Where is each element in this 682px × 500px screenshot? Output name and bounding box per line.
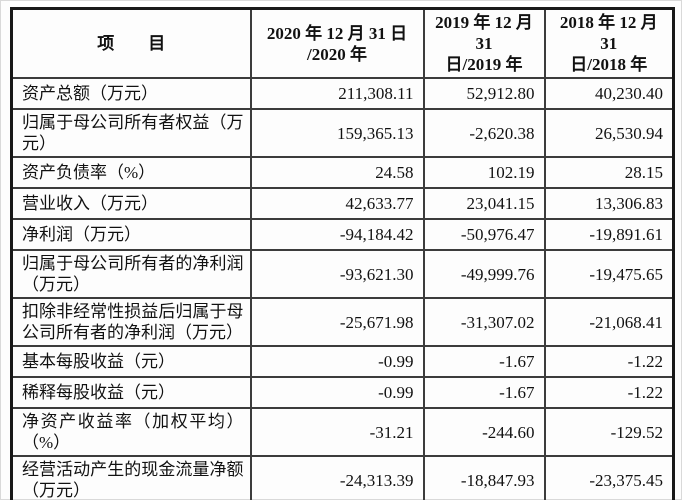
header-line-1: 2018 年 12 月 31 [559,13,658,53]
value-2020: -0.99 [249,345,425,378]
value-2019: -31,307.02 [422,297,546,347]
value-2019: -49,999.76 [422,249,546,299]
table-row-roe: 净资产收益率（加权平均）（%） -31.21 -244.60 -129.52 [10,407,675,457]
value-2019: 102.19 [422,156,546,189]
header-line-1: 2020 年 12 月 31 日 [266,23,408,43]
value-2018: -1.22 [543,345,675,378]
table-row-parent-net-profit: 归属于母公司所有者的净利润（万元） -93,621.30 -49,999.76 … [10,249,675,299]
value-2020: -25,671.98 [249,297,425,347]
value-2020: -0.99 [249,376,425,409]
table-row-diluted-eps: 稀释每股收益（元） -0.99 -1.67 -1.22 [10,376,675,409]
table-row-debt-ratio: 资产负债率（%） 24.58 102.19 28.15 [10,156,675,189]
value-2020: -93,621.30 [249,249,425,299]
value-2020: 24.58 [249,156,425,189]
row-label: 基本每股收益（元） [10,345,252,378]
value-2020: 42,633.77 [249,187,425,220]
value-2020: -94,184.42 [249,218,425,251]
value-2020: 211,308.11 [249,77,425,110]
value-2020: 159,365.13 [249,108,425,158]
value-2019: 52,912.80 [422,77,546,110]
row-label: 资产负债率（%） [10,156,252,189]
table-row-parent-equity: 归属于母公司所有者权益（万元） 159,365.13 -2,620.38 26,… [10,108,675,158]
header-row: 项 目 2020 年 12 月 31 日 /2020 年 2019 年 12 月… [10,7,675,79]
header-line-2: 日/2018 年 [570,55,648,74]
value-2020: -31.21 [249,407,425,457]
row-label: 归属于母公司所有者的净利润（万元） [10,249,252,299]
value-2019: -1.67 [422,345,546,378]
value-2018: -129.52 [543,407,675,457]
header-line-1: 2019 年 12 月 31 [435,13,533,53]
financial-indicators-table: 项 目 2020 年 12 月 31 日 /2020 年 2019 年 12 月… [10,7,675,500]
value-2018: 28.15 [543,156,675,189]
table-row-operating-cash-flow: 经营活动产生的现金流量净额（万元） -24,313.39 -18,847.93 … [10,455,675,500]
table-row-net-profit: 净利润（万元） -94,184.42 -50,976.47 -19,891.61 [10,218,675,251]
value-2019: -18,847.93 [422,455,546,500]
header-line-2: /2020 年 [307,44,367,64]
row-label: 经营活动产生的现金流量净额（万元） [10,455,252,500]
value-2018: 26,530.94 [543,108,675,158]
header-column-2018: 2018 年 12 月 31 日/2018 年 [543,7,675,79]
value-2020: -24,313.39 [249,455,425,500]
header-column-2019: 2019 年 12 月 31 日/2019 年 [422,7,546,79]
value-2018: 13,306.83 [543,187,675,220]
value-2018: -19,475.65 [543,249,675,299]
value-2019: 23,041.15 [422,187,546,220]
row-label: 营业收入（万元） [10,187,252,220]
header-item-column: 项 目 [10,7,252,79]
table-row-total-assets: 资产总额（万元） 211,308.11 52,912.80 40,230.40 [10,77,675,110]
row-label: 归属于母公司所有者权益（万元） [10,108,252,158]
value-2019: -50,976.47 [422,218,546,251]
header-column-2020: 2020 年 12 月 31 日 /2020 年 [249,7,425,79]
row-label: 净资产收益率（加权平均）（%） [10,407,252,457]
value-2019: -1.67 [422,376,546,409]
value-2019: -2,620.38 [422,108,546,158]
row-label: 净利润（万元） [10,218,252,251]
row-label: 资产总额（万元） [10,77,252,110]
value-2018: -23,375.45 [543,455,675,500]
value-2018: -19,891.61 [543,218,675,251]
header-line-2: 日/2019 年 [445,55,523,74]
table-row-basic-eps: 基本每股收益（元） -0.99 -1.67 -1.22 [10,345,675,378]
table-row-revenue: 营业收入（万元） 42,633.77 23,041.15 13,306.83 [10,187,675,220]
value-2018: -21,068.41 [543,297,675,347]
value-2019: -244.60 [422,407,546,457]
value-2018: -1.22 [543,376,675,409]
table-row-deducted-net-profit: 扣除非经常性损益后归属于母公司所有者的净利润（万元） -25,671.98 -3… [10,297,675,347]
value-2018: 40,230.40 [543,77,675,110]
row-label: 扣除非经常性损益后归属于母公司所有者的净利润（万元） [10,297,252,347]
row-label: 稀释每股收益（元） [10,376,252,409]
